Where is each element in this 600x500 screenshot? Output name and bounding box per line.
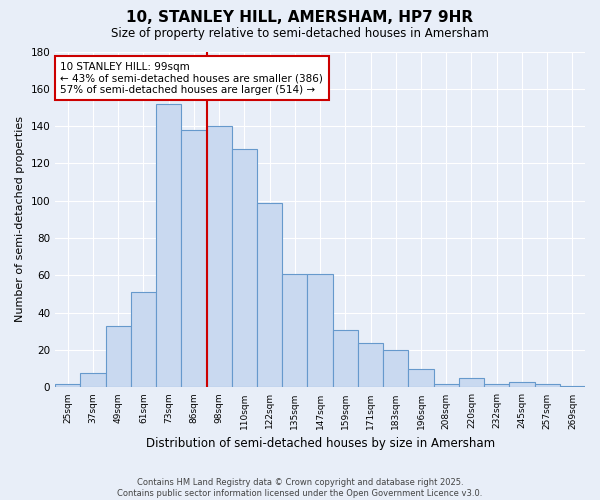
Bar (232, 148, 257, 388)
Bar (206, 126, 232, 388)
Bar (383, 350, 409, 388)
Bar (358, 342, 383, 388)
Bar (131, 292, 156, 388)
Bar (181, 130, 206, 388)
Bar (257, 202, 282, 388)
Bar (459, 378, 484, 388)
Text: 10 STANLEY HILL: 99sqm
← 43% of semi-detached houses are smaller (386)
57% of se: 10 STANLEY HILL: 99sqm ← 43% of semi-det… (61, 62, 323, 95)
Bar (409, 369, 434, 388)
Bar (80, 372, 106, 388)
Bar (560, 386, 585, 388)
Bar (535, 384, 560, 388)
Bar (307, 274, 332, 388)
Text: Contains HM Land Registry data © Crown copyright and database right 2025.
Contai: Contains HM Land Registry data © Crown c… (118, 478, 482, 498)
Bar (509, 382, 535, 388)
Bar (55, 384, 80, 388)
X-axis label: Distribution of semi-detached houses by size in Amersham: Distribution of semi-detached houses by … (146, 437, 494, 450)
Y-axis label: Number of semi-detached properties: Number of semi-detached properties (15, 116, 25, 322)
Bar (282, 274, 307, 388)
Bar (106, 326, 131, 388)
Bar (434, 384, 459, 388)
Text: 10, STANLEY HILL, AMERSHAM, HP7 9HR: 10, STANLEY HILL, AMERSHAM, HP7 9HR (127, 10, 473, 25)
Bar (484, 384, 509, 388)
Bar (156, 104, 181, 388)
Bar (332, 330, 358, 388)
Text: Size of property relative to semi-detached houses in Amersham: Size of property relative to semi-detach… (111, 28, 489, 40)
